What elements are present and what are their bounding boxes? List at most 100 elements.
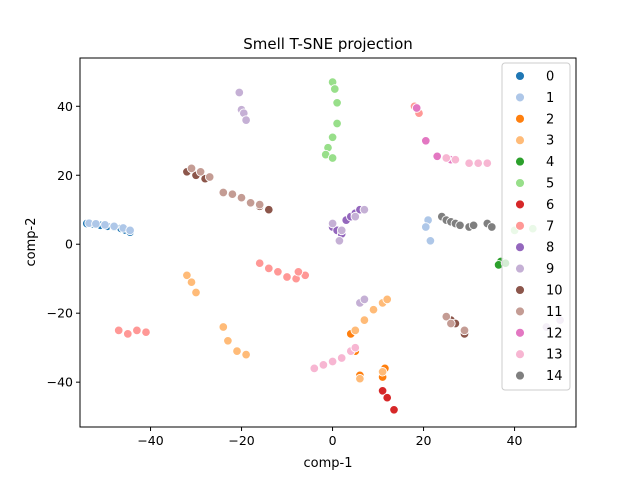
legend-label-0: 0 [546,70,554,85]
point-cluster-3 [377,367,388,377]
legend-marker-5 [515,178,525,188]
y-tick-label: 0 [65,237,73,252]
legend-label-13: 13 [546,348,563,363]
point-cluster-7 [113,325,124,336]
legend-marker-6 [515,199,525,210]
point-cluster-11 [459,325,470,336]
legend-label-11: 11 [546,305,563,320]
point-cluster-6 [389,405,399,415]
legend-marker-8 [515,242,525,253]
legend-label-14: 14 [546,369,563,384]
point-cluster-13 [473,158,483,168]
point-cluster-14 [468,220,479,231]
legend-marker-12 [515,327,525,338]
point-cluster-11 [227,189,238,199]
point-cluster-13 [441,153,452,163]
point-cluster-6 [382,392,392,403]
y-tick-label: −40 [47,375,73,390]
point-cluster-12 [421,136,431,146]
point-cluster-3 [382,294,392,305]
point-cluster-5 [327,153,338,163]
legend-label-5: 5 [546,177,554,192]
y-tick-label: 20 [57,168,73,183]
chart-title: Smell T-SNE projection [243,35,413,53]
point-cluster-3 [186,277,197,287]
legend-label-4: 4 [546,155,554,170]
point-cluster-14 [487,222,497,232]
y-axis: −40 −20 0 20 40 [47,99,80,390]
point-cluster-3 [223,336,233,346]
point-cluster-3 [241,349,251,360]
y-axis-label: comp-2 [24,218,39,267]
point-cluster-11 [441,311,452,322]
point-cluster-1 [100,220,110,230]
point-cluster-13 [309,363,320,374]
point-cluster-13 [450,154,461,165]
legend-label-2: 2 [546,112,554,127]
point-cluster-1 [421,222,431,232]
legend-marker-13 [515,349,525,360]
point-cluster-13 [482,158,493,168]
point-cluster-3 [191,287,201,298]
x-tick-label: 40 [507,433,523,448]
x-tick-label: −40 [137,433,163,448]
point-cluster-3 [232,346,242,356]
x-tick-label: −20 [228,433,254,448]
legend-marker-14 [515,370,525,381]
legend-marker-2 [515,113,525,124]
x-axis: −40 −20 0 20 40 [137,427,523,448]
legend-marker-3 [515,135,525,146]
point-cluster-1 [125,225,135,236]
point-cluster-11 [446,318,456,329]
legend-label-10: 10 [546,284,563,299]
legend-label-3: 3 [546,134,554,149]
point-cluster-11 [195,167,206,177]
point-cluster-5 [332,118,342,129]
legend-marker-0 [515,71,525,81]
point-cluster-9 [241,115,251,125]
point-cluster-7 [254,258,265,268]
point-cluster-3 [355,373,365,384]
point-cluster-3 [182,270,192,281]
legend-label-8: 8 [546,241,554,256]
legend-marker-1 [515,92,525,103]
points-layer [82,77,565,415]
point-cluster-3 [350,325,361,336]
point-cluster-5 [332,98,342,108]
point-cluster-1 [425,236,436,246]
point-cluster-11 [186,163,197,174]
x-axis-label: comp-1 [304,456,353,471]
legend-marker-7 [515,220,525,231]
legend-label-12: 12 [546,326,563,341]
point-cluster-6 [377,386,388,396]
legend-marker-10 [515,285,525,295]
legend-label-1: 1 [546,91,554,106]
point-cluster-9 [336,225,347,236]
point-cluster-9 [359,294,370,305]
point-cluster-11 [254,199,265,210]
point-cluster-14 [455,220,465,231]
point-cluster-7 [264,263,274,274]
point-cluster-9 [334,236,345,246]
point-cluster-13 [350,342,361,353]
point-cluster-7 [123,329,133,339]
point-cluster-3 [218,322,229,332]
point-cluster-9 [350,211,361,222]
legend-marker-11 [515,306,525,317]
point-cluster-9 [327,218,338,229]
point-cluster-12 [432,151,442,162]
plot-frame [79,57,577,428]
point-cluster-9 [234,87,245,98]
point-cluster-12 [411,103,422,113]
y-tick-label: −20 [47,306,73,321]
point-cluster-7 [282,272,292,282]
point-cluster-5 [327,132,338,143]
point-cluster-1 [91,219,101,229]
legend-marker-9 [515,263,525,274]
point-cluster-7 [132,325,142,336]
x-tick-label: 20 [416,433,432,448]
point-cluster-5 [330,84,340,94]
legend-label-6: 6 [546,198,554,213]
legend-label-7: 7 [546,219,554,234]
